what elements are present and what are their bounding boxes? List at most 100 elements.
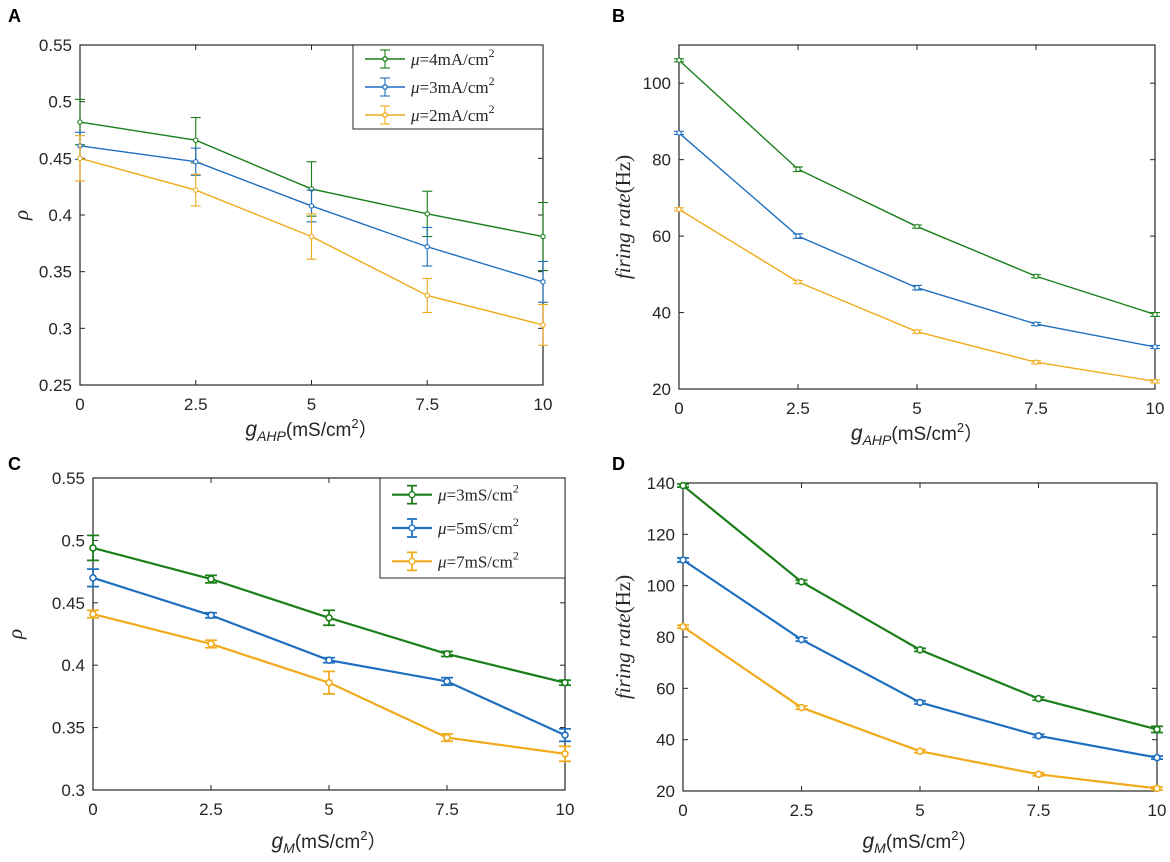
y-tick-label: 0.25 [39, 376, 72, 395]
panel-b: B 0 2.5 5 7.5 10 20 40 60 80 100 firing rate(Hz) gAH… [611, 6, 1164, 448]
data-point [77, 155, 83, 162]
y-tick-label: 100 [647, 577, 675, 596]
data-point [1153, 753, 1161, 762]
series-line [682, 559, 1158, 759]
data-point [193, 158, 199, 165]
x-axis-label-close: ） [368, 831, 387, 853]
legend-entry: μ=3mA/cm2 [365, 74, 495, 97]
y-tick-label: 0.35 [39, 263, 72, 282]
data-point [916, 698, 924, 707]
legend-label-text: =2mA/cm [420, 106, 489, 125]
data-point [424, 243, 430, 250]
legend-marker [382, 112, 388, 118]
y-tick-label: 0.4 [61, 656, 85, 675]
legend-marker [408, 491, 416, 499]
data-point [797, 578, 806, 586]
legend-label-sup: 2 [489, 46, 495, 60]
x-axis-label: gM(mS/cm2） [271, 828, 386, 856]
x-tick-label: 7.5 [1024, 399, 1048, 418]
y-tick-label: 20 [652, 380, 671, 399]
x-tick-label: 5 [915, 801, 924, 820]
series-1 [87, 534, 571, 687]
data-point [914, 223, 920, 230]
x-axis-label-sup: 2 [360, 828, 367, 843]
x-axis-label-sub: AHP [256, 428, 286, 444]
data-point [308, 233, 315, 240]
x-tick-label: 5 [912, 399, 921, 418]
data-point [795, 233, 801, 239]
legend-label-sup: 2 [513, 548, 519, 562]
legend-entry: μ=3mS/cm2 [392, 482, 519, 505]
y-axis-label-italic: firing rate [611, 613, 635, 699]
panel-letter: C [8, 454, 21, 474]
panel-letter: D [612, 454, 625, 474]
x-axis-label-sup: 2 [957, 420, 964, 435]
series-1 [677, 481, 1163, 734]
data-point [540, 322, 546, 328]
x-axis-label-sup: 2 [951, 828, 958, 843]
y-axis-label-unit: (Hz) [611, 575, 635, 613]
data-point [679, 481, 687, 490]
data-point [1034, 694, 1043, 703]
y-tick-label: 0.3 [61, 781, 85, 800]
data-point [1152, 344, 1158, 350]
legend-label-text: =7mS/cm [447, 552, 513, 571]
legend-label-sup: 2 [513, 482, 519, 496]
data-point [561, 731, 569, 739]
data-point [679, 622, 687, 631]
data-point [207, 575, 215, 583]
legend-label: μ=3mA/cm2 [410, 74, 495, 97]
legend-label-symbol: μ [437, 552, 447, 571]
x-axis-label-unit: (mS/cm [286, 420, 351, 441]
x-axis-label-main: g [271, 830, 283, 853]
series-3 [674, 206, 1160, 385]
x-axis-label-sub: AHP [862, 432, 892, 448]
series-1 [674, 57, 1160, 318]
y-axis-label: firing rate(Hz) [611, 155, 635, 279]
series-line [678, 208, 1156, 383]
data-point [424, 292, 430, 299]
x-axis-label: gM(mS/cm2） [862, 828, 977, 856]
x-axis-label-sup: 2 [351, 416, 358, 431]
data-point [325, 613, 333, 622]
data-point [325, 656, 333, 665]
y-axis-label: ρ [9, 210, 33, 221]
legend-marker [408, 557, 416, 565]
data-point [561, 678, 569, 687]
y-axis-label: ρ [3, 629, 27, 640]
y-tick-label: 60 [656, 679, 675, 698]
x-axis-label-unit: (mS/cm [891, 424, 956, 445]
data-point [1033, 321, 1039, 327]
data-point [797, 703, 806, 712]
y-tick-label: 20 [656, 782, 675, 801]
legend-entry: μ=4mA/cm2 [365, 46, 495, 69]
data-point [1033, 359, 1039, 365]
legend-marker [382, 84, 388, 90]
x-tick-label: 5 [307, 395, 316, 414]
data-point [795, 166, 801, 172]
series-line [678, 132, 1156, 348]
legend-label-sup: 2 [489, 102, 495, 116]
x-tick-label: 10 [1146, 399, 1165, 418]
data-point [207, 611, 215, 620]
legend-label-symbol: μ [410, 78, 420, 97]
data-point [1034, 732, 1043, 740]
legend-label-text: =5mS/cm [447, 519, 513, 538]
panel-a: A 0 2.5 5 7.5 10 0.25 0.3 0.35 0.4 0.45 0.5 0.55 ρ gAH… [8, 6, 552, 444]
y-axis-label-italic: firing rate [611, 193, 635, 279]
data-point [914, 328, 920, 335]
y-tick-label: 0.55 [52, 469, 85, 488]
x-axis-label-main: g [862, 830, 874, 853]
axes-box [678, 44, 1156, 390]
x-axis-label: gAHP(mS/cm2） [851, 420, 983, 448]
legend-label-text: =3mS/cm [447, 486, 513, 505]
legend-label: μ=5mS/cm2 [437, 515, 519, 538]
y-tick-label: 0.55 [39, 36, 72, 55]
data-point [1153, 725, 1161, 734]
data-point [1033, 273, 1039, 279]
x-tick-label: 10 [534, 395, 553, 414]
legend-marker [408, 524, 416, 532]
data-point [540, 279, 546, 285]
x-tick-label: 0 [75, 395, 84, 414]
